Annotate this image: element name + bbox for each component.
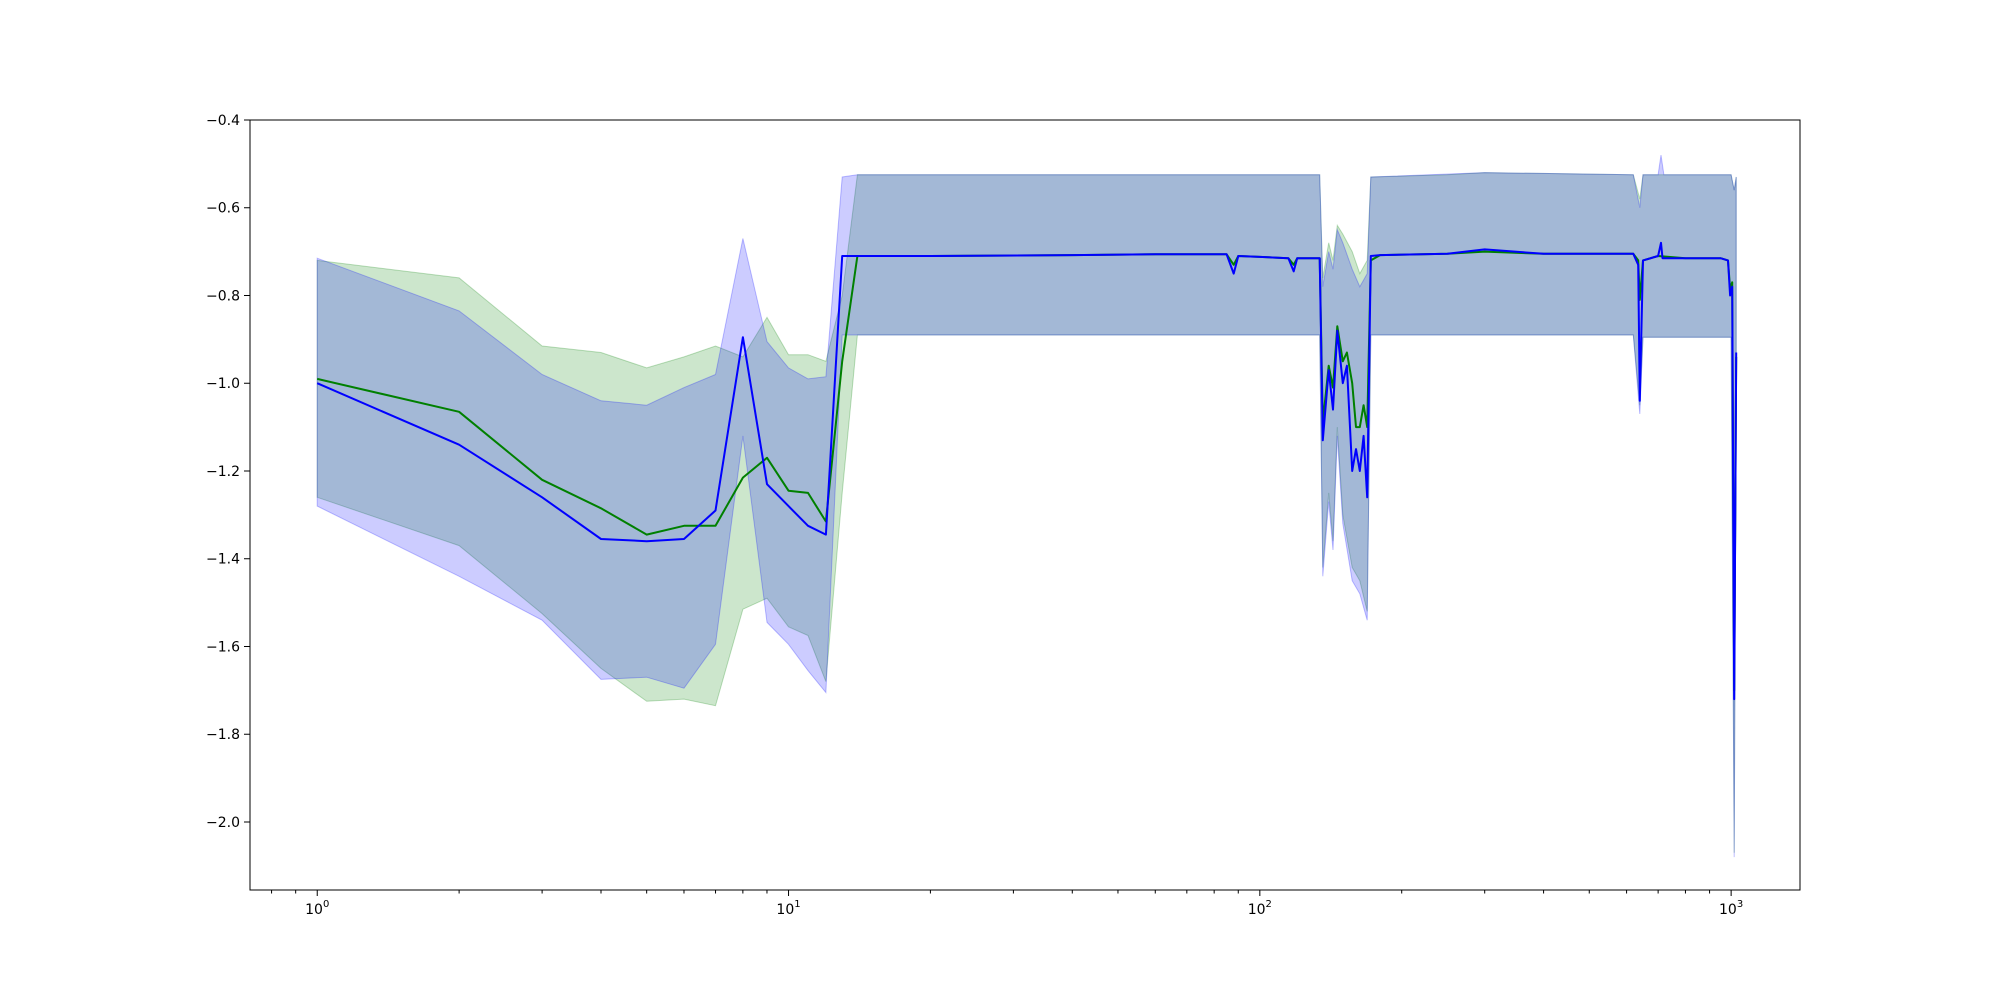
mean-lines (316, 241, 1738, 701)
y-tick-label: −0.6 (206, 201, 240, 217)
y-tick-label: −1.8 (206, 727, 240, 743)
y-tick-label: −0.4 (206, 113, 240, 129)
x-tick-label: 102 (1248, 899, 1272, 918)
y-tick-label: −1.6 (206, 639, 240, 655)
y-axis: −0.4 −0.6 −0.8 −1.0 −1.2 −1.4 −1.6 −1.8 −2.0 (206, 113, 250, 831)
y-tick-label: −0.8 (206, 288, 240, 304)
series-1-band (316, 172, 1737, 853)
x-tick-label: 100 (305, 899, 329, 918)
y-tick-label: −1.0 (206, 376, 240, 392)
y-tick-label: −1.2 (206, 464, 240, 480)
y-tick-label: −2.0 (206, 815, 240, 831)
confidence-bands (316, 155, 1737, 858)
series-2-mean-line (316, 241, 1738, 701)
x-axis: 100 101 102 103 (271, 890, 1743, 918)
plot-area-frame (249, 119, 1801, 891)
x-tick-label: 101 (776, 899, 800, 918)
series-2-band (316, 155, 1737, 858)
y-tick-label: −1.4 (206, 552, 240, 568)
series-1-mean-line (316, 250, 1738, 692)
x-tick-label: 103 (1719, 899, 1743, 918)
